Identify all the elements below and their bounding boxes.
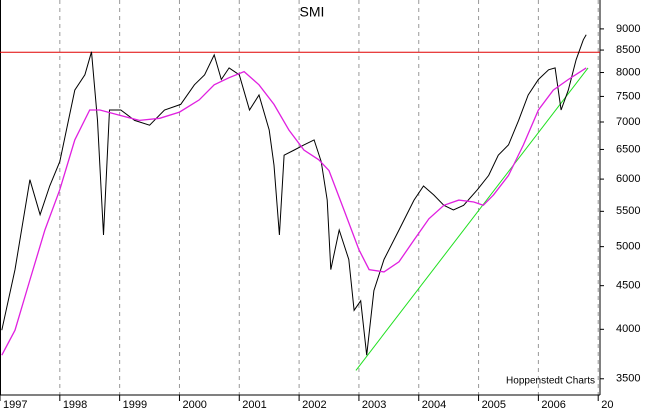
x-tick-label: 2004	[422, 399, 446, 411]
x-tick-label: 2000	[182, 399, 206, 411]
y-tick-label: 7000	[616, 116, 640, 128]
chart-title: SMI	[300, 4, 325, 20]
x-tick-label: 2002	[302, 399, 326, 411]
x-tick-label: 1997	[3, 399, 27, 411]
x-tick-label: 20	[601, 399, 613, 411]
y-tick-label: 4500	[616, 280, 640, 292]
x-tick-label: 2001	[242, 399, 266, 411]
series-line	[1, 34, 587, 356]
source-note: Hoppenstedt Charts	[506, 376, 595, 387]
trend-line	[355, 67, 589, 371]
y-tick-label: 8500	[616, 44, 640, 56]
y-tick-label: 6000	[616, 173, 640, 185]
y-tick-label: 8000	[616, 66, 640, 78]
y-tick-label: 6500	[616, 143, 640, 155]
y-tick-label: 5500	[616, 205, 640, 217]
y-tick-label: 3500	[616, 373, 640, 385]
x-tick-label: 1998	[63, 399, 87, 411]
x-tick-label: 2005	[482, 399, 506, 411]
series-line	[1, 67, 587, 356]
x-tick-label: 1999	[123, 399, 147, 411]
y-tick-label: 7500	[616, 90, 640, 102]
y-tick-label: 5000	[616, 241, 640, 253]
x-tick-label: 2003	[362, 399, 386, 411]
x-tick-label: 2006	[541, 399, 565, 411]
y-tick-label: 4000	[616, 323, 640, 335]
y-tick-label: 9000	[616, 23, 640, 35]
